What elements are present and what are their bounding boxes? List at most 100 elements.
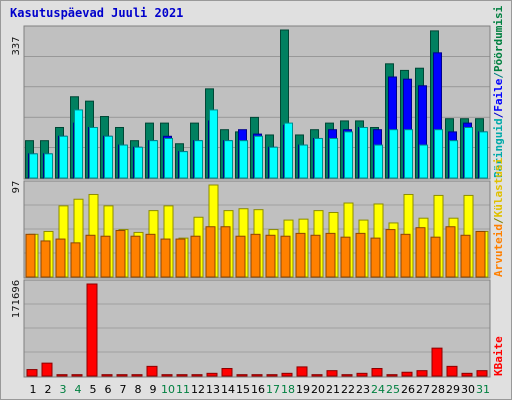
bar-kbytes-day-8: [131, 374, 143, 377]
bar-hits-day-27: [419, 144, 428, 179]
x-tick-day-9: 9: [150, 383, 157, 396]
bar-kbytes-day-17: [266, 374, 278, 377]
x-tick-day-24: 24: [371, 383, 385, 396]
bar-sites-day-7: [115, 230, 126, 278]
bar-kbytes-day-26: [401, 371, 413, 377]
bar-sites-day-3: [55, 238, 66, 278]
bar-sites-day-13: [205, 226, 216, 278]
bar-sites-day-23: [355, 232, 366, 278]
bar-hits-day-31: [479, 131, 488, 179]
x-tick-day-16: 16: [251, 383, 265, 396]
bar-hits-day-26: [404, 129, 413, 179]
x-tick-day-1: 1: [30, 383, 37, 396]
bar-kbytes-day-22: [341, 374, 353, 377]
x-tick-day-25: 25: [386, 383, 400, 396]
bar-hits-day-4: [74, 109, 83, 179]
x-tick-day-8: 8: [135, 383, 142, 396]
bar-kbytes-day-16: [251, 374, 263, 377]
bar-sites-day-22: [340, 236, 351, 278]
x-tick-day-6: 6: [105, 383, 112, 396]
bar-sites-day-20: [310, 234, 321, 278]
bar-kbytes-day-7: [116, 374, 128, 377]
legend-files: Faile: [492, 78, 505, 111]
bar-sites-day-16: [250, 233, 261, 278]
bar-sites-day-6: [100, 235, 111, 278]
x-tick-day-21: 21: [326, 383, 340, 396]
legend-sep-2: /: [492, 72, 505, 79]
bar-hits-day-28: [434, 129, 443, 179]
x-tick-day-27: 27: [416, 383, 430, 396]
bar-hits-day-21: [329, 137, 338, 179]
bar-kbytes-day-2: [41, 362, 53, 377]
bar-hits-day-29: [449, 140, 458, 179]
x-tick-day-15: 15: [236, 383, 250, 396]
x-tick-day-23: 23: [356, 383, 370, 396]
legend-bottom: KBaite: [492, 336, 505, 376]
bar-kbytes-day-13: [206, 372, 218, 377]
bar-sites-day-4: [70, 242, 81, 278]
x-tick-day-4: 4: [75, 383, 82, 396]
bar-kbytes-day-21: [326, 370, 338, 377]
bar-hits-day-6: [104, 135, 113, 179]
bar-kbytes-day-12: [191, 374, 203, 377]
bar-sites-day-30: [460, 234, 471, 278]
legend-visits: Külastusi: [492, 157, 505, 217]
bar-sites-day-31: [475, 230, 486, 278]
bar-kbytes-day-24: [371, 367, 383, 377]
bar-hits-day-7: [119, 144, 128, 179]
bar-sites-day-1: [25, 233, 36, 278]
x-tick-day-3: 3: [60, 383, 67, 396]
bar-kbytes-day-31: [476, 370, 488, 377]
bar-sites-day-29: [445, 226, 456, 278]
bar-sites-day-17: [265, 234, 276, 278]
bar-hits-day-8: [134, 146, 143, 179]
bar-kbytes-day-28: [431, 347, 443, 377]
bar-hits-day-17: [269, 146, 278, 179]
x-tick-day-18: 18: [281, 383, 295, 396]
bar-sites-day-27: [415, 227, 426, 278]
bar-sites-day-19: [295, 232, 306, 278]
x-tick-day-10: 10: [161, 383, 175, 396]
y-max-label-middle: 97: [11, 181, 22, 194]
legend-pages: Pöördumisi: [492, 5, 505, 72]
bar-hits-day-5: [89, 126, 98, 179]
x-tick-day-31: 31: [476, 383, 490, 396]
bars: [25, 29, 489, 377]
bar-sites-day-11: [175, 238, 186, 278]
x-tick-day-13: 13: [206, 383, 220, 396]
bar-kbytes-day-10: [161, 374, 173, 377]
legend-middle: Arvuteid/Külastusi: [492, 157, 505, 277]
bar-kbytes-day-3: [56, 374, 68, 377]
bar-hits-day-22: [344, 131, 353, 179]
bar-hits-day-15: [239, 140, 248, 179]
bar-kbytes-day-11: [176, 374, 188, 377]
bar-hits-day-18: [284, 122, 293, 179]
bar-sites-day-2: [40, 240, 51, 278]
bar-sites-day-28: [430, 236, 441, 278]
bar-kbytes-day-6: [101, 374, 113, 377]
bar-kbytes-day-9: [146, 365, 158, 377]
x-tick-day-5: 5: [90, 383, 97, 396]
bar-hits-day-24: [374, 144, 383, 179]
bar-kbytes-day-20: [311, 374, 323, 377]
bar-kbytes-day-1: [26, 369, 38, 377]
x-tick-day-22: 22: [341, 383, 355, 396]
bar-hits-day-2: [44, 153, 53, 179]
x-tick-day-20: 20: [311, 383, 325, 396]
x-tick-day-2: 2: [45, 383, 52, 396]
bar-hits-day-19: [299, 144, 308, 179]
legend-hits: Päringuid: [492, 118, 505, 178]
x-tick-day-26: 26: [401, 383, 415, 396]
bar-hits-day-3: [59, 135, 68, 179]
bar-hits-day-25: [389, 129, 398, 179]
bar-kbytes-day-19: [296, 366, 308, 377]
x-tick-day-12: 12: [191, 383, 205, 396]
bar-sites-day-18: [280, 235, 291, 278]
bar-sites-day-5: [85, 234, 96, 278]
bar-sites-day-10: [160, 238, 171, 278]
legend-top: Päringuid/Faile/Pöördumisi: [492, 5, 505, 178]
bar-hits-day-23: [359, 126, 368, 179]
bar-hits-day-10: [164, 137, 173, 179]
x-tick-labels: 1 2 3 4 5 6 7 8 9 10 11 12 13 14 15 16 17 18 19 20 21 22 23 24 2…: [30, 383, 491, 396]
